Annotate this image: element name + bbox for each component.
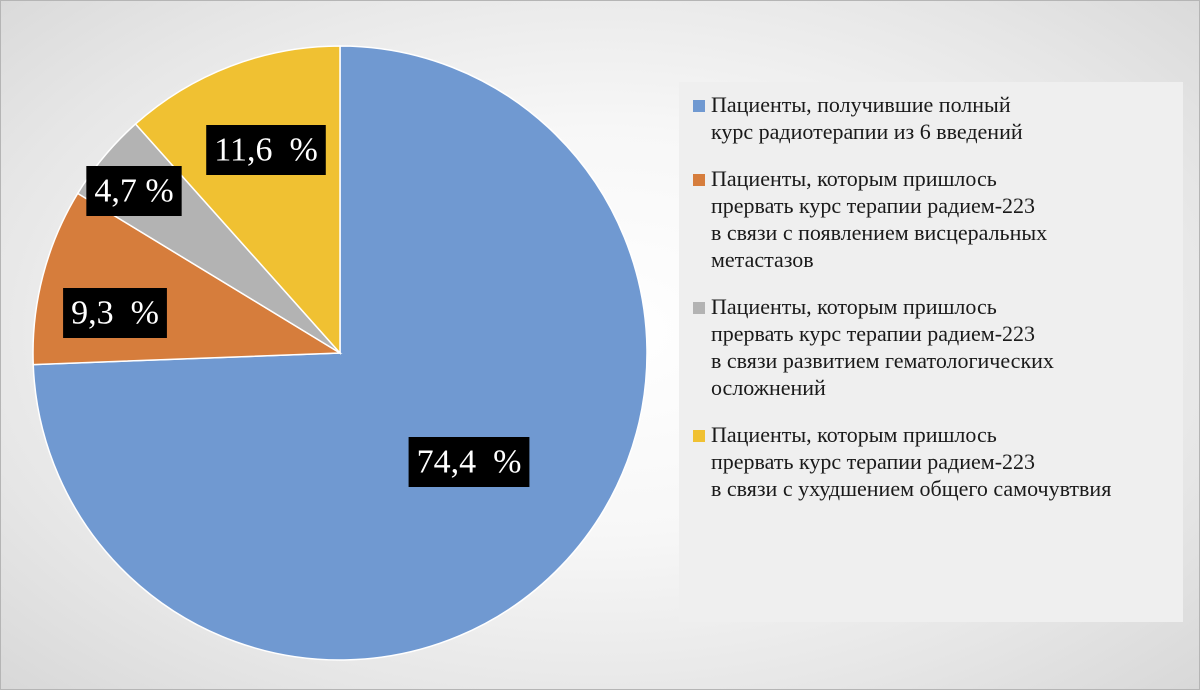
legend-item: Пациенты, получившие полный курс радиоте… (679, 91, 1183, 145)
legend-item: Пациенты, которым пришлось прервать курс… (679, 165, 1183, 273)
legend-label: Пациенты, которым пришлось прервать курс… (711, 294, 1054, 400)
data-label: 11,6 % (206, 125, 326, 175)
legend-swatch (693, 174, 705, 186)
data-label-box (206, 125, 326, 175)
legend-item: Пациенты, которым пришлось прервать курс… (679, 421, 1183, 502)
data-label: 74,4 % (408, 437, 530, 487)
data-label-text: 74,4 % (417, 444, 522, 481)
legend-swatch (693, 430, 705, 442)
legend-label: Пациенты, которым пришлось прервать курс… (711, 422, 1112, 501)
pie-slice (134, 45, 341, 355)
legend: Пациенты, получившие полный курс радиоте… (679, 82, 1183, 622)
data-label-box (86, 166, 182, 216)
legend-swatch (693, 100, 705, 112)
data-label: 9,3 % (63, 288, 167, 338)
data-label-box (63, 288, 167, 338)
data-label-box (408, 437, 530, 487)
legend-label: Пациенты, которым пришлось прервать курс… (711, 166, 1048, 272)
pie-data-labels: 74,4 % 9,3 % 4,7 % 11,6 % (63, 125, 530, 487)
data-label-text: 9,3 % (71, 295, 159, 332)
pie-slices (32, 45, 648, 661)
data-label-text: 11,6 % (214, 132, 318, 169)
legend-item: Пациенты, которым пришлось прервать курс… (679, 293, 1183, 401)
legend-label: Пациенты, получившие полный курс радиоте… (711, 92, 1023, 144)
data-label-text: 4,7 % (94, 173, 173, 210)
legend-swatch (693, 302, 705, 314)
data-label: 4,7 % (86, 166, 182, 216)
